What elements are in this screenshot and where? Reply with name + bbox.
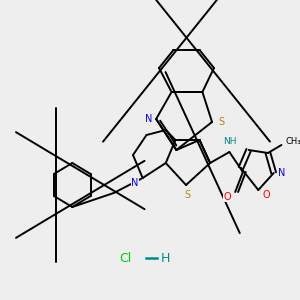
Text: S: S: [219, 117, 225, 127]
Text: O: O: [262, 190, 270, 200]
Text: H: H: [161, 251, 170, 265]
Text: N: N: [278, 168, 285, 178]
Text: Cl: Cl: [119, 251, 131, 265]
Text: N: N: [131, 178, 139, 188]
Text: CH₃: CH₃: [285, 137, 300, 146]
Text: N: N: [145, 114, 152, 124]
Text: O: O: [224, 192, 231, 202]
Text: NH: NH: [224, 137, 237, 146]
Text: S: S: [184, 190, 190, 200]
